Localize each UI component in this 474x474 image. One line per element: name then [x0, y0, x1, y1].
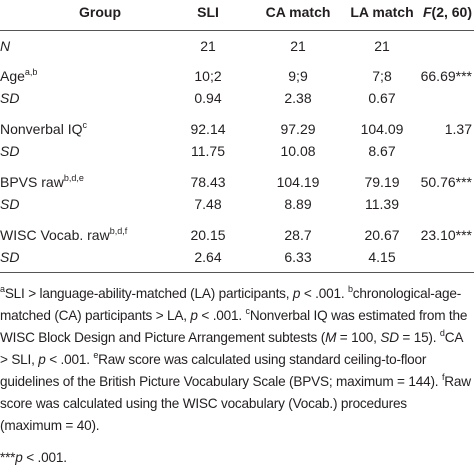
superscript: b [347, 284, 353, 294]
table-cell: 4.15 [368, 249, 396, 265]
table-cell: 2.38 [284, 90, 312, 106]
text-run: < .001. [45, 352, 94, 367]
row-label: SD [0, 249, 19, 265]
text-run: Nonverbal IQ [0, 121, 83, 137]
text-run: WISC Vocab. raw [0, 227, 110, 243]
note-paragraph: ***p < .001. [0, 447, 472, 469]
superscript: c [245, 306, 251, 316]
superscript: f [441, 372, 445, 382]
text-run: Nonverbal IQ was estimated from the WISC… [0, 308, 468, 345]
text-run: < .001. [22, 450, 67, 465]
f-statistic: 50.76*** [420, 174, 472, 190]
table-cell: 8.67 [368, 143, 396, 159]
italic-text: SD [380, 330, 399, 345]
italic-text: M [325, 330, 337, 345]
superscript: c [82, 120, 87, 130]
table-cell: 79.19 [364, 174, 400, 190]
text-run: SLI > language-ability-matched (LA) part… [4, 286, 293, 301]
italic-text: SD [0, 90, 20, 106]
italic-text: SD [0, 143, 20, 159]
row-label: SD [0, 143, 19, 159]
superscript: a,b [24, 67, 38, 77]
text-run: SLI [197, 4, 219, 20]
italic-text: F [422, 4, 432, 20]
text-run: Age [0, 68, 25, 84]
italic-text: p [15, 450, 23, 465]
superscript: d [439, 328, 445, 338]
table-cell: 10.08 [280, 143, 316, 159]
text-run: = 100, [336, 330, 381, 345]
table-cell: 9;9 [288, 68, 308, 84]
row-label: N [0, 38, 10, 54]
row-label: SD [0, 90, 19, 106]
table-bottom-rule [0, 272, 474, 273]
table-notes: aSLI > language-ability-matched (LA) par… [0, 283, 472, 469]
table-cell: 11.39 [365, 196, 399, 212]
table-cell: 0.94 [194, 90, 222, 106]
table-cell: 11.75 [191, 143, 225, 159]
table-cell: 7.48 [194, 196, 222, 212]
table-cell: 10;2 [194, 68, 222, 84]
text-run: < .001. [197, 308, 246, 323]
table-cell: 0.67 [368, 90, 396, 106]
text-run: Raw score was calculated using standard … [0, 352, 442, 389]
table-cell: 28.7 [284, 227, 312, 243]
row-label: BPVS rawb,d,e [0, 173, 84, 191]
text-run: *** [0, 450, 16, 465]
text-run: CA > SLI, [0, 330, 463, 367]
text-run: < .001. [300, 286, 348, 301]
row-label: Agea,b [0, 67, 38, 85]
table-cell: 8.89 [284, 196, 312, 212]
text-run: CA match [265, 4, 331, 20]
superscript: e [93, 350, 99, 360]
table-cell: 20.67 [364, 227, 400, 243]
text-run: BPVS raw [0, 174, 64, 190]
text-run: chronological-age-matched (CA) participa… [0, 286, 462, 323]
table-cell: 21 [374, 38, 390, 54]
f-statistic: 23.10*** [420, 227, 472, 243]
italic-text: SD [0, 196, 20, 212]
text-run: Group [79, 4, 121, 20]
column-header: SLI [197, 4, 219, 20]
table-cell: 104.19 [276, 174, 320, 190]
row-label: WISC Vocab. rawb,d,f [0, 226, 128, 244]
f-statistic: 1.37 [444, 121, 472, 137]
note-paragraph: aSLI > language-ability-matched (LA) par… [0, 283, 472, 437]
superscript: b,d,f [109, 226, 128, 236]
text-run: (2, 60) [431, 4, 472, 20]
column-header: F(2, 60) [423, 4, 472, 20]
row-label: Nonverbal IQc [0, 120, 87, 138]
italic-text: p [190, 308, 198, 323]
table-cell: 21 [200, 38, 216, 54]
superscript: b,d,e [63, 173, 84, 183]
italic-text: N [0, 38, 11, 54]
table-cell: 20.15 [190, 227, 226, 243]
italic-text: SD [0, 249, 20, 265]
table-cell: 21 [290, 38, 306, 54]
column-header: LA match [350, 4, 413, 20]
table-cell: 97.29 [280, 121, 316, 137]
table-cell: 6.33 [284, 249, 312, 265]
row-label: SD [0, 196, 19, 212]
table-cell: 104.09 [360, 121, 404, 137]
text-run: Raw score was calculated using the WISC … [0, 374, 471, 433]
superscript: a [0, 284, 5, 294]
column-header: Group [79, 4, 121, 20]
header-rule [0, 30, 474, 31]
table-cell: 92.14 [190, 121, 226, 137]
f-statistic: 66.69*** [420, 68, 472, 84]
italic-text: p [38, 352, 46, 367]
column-header: CA match [266, 4, 331, 20]
table-cell: 7;8 [372, 68, 392, 84]
italic-text: p [292, 286, 301, 301]
table-cell: 78.43 [190, 174, 226, 190]
text-run: LA match [350, 4, 414, 20]
table-cell: 2.64 [194, 249, 222, 265]
text-run: = 15). [398, 330, 440, 345]
